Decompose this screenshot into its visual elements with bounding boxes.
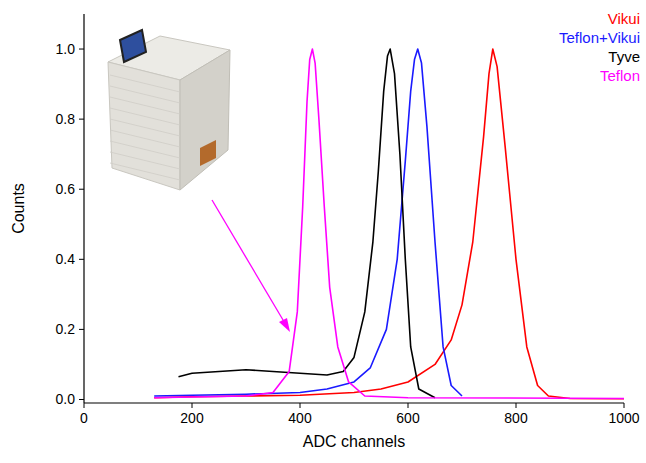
y-tick-label: 0.8: [56, 111, 76, 127]
x-tick: [624, 403, 625, 408]
y-tick-label: 0.0: [56, 391, 76, 407]
chart: 0 200 400 600 800 1000 0.0 0.2 0.4 0.6 0.8 1.0 ADC c…: [0, 0, 646, 463]
cube-stripe: [110, 163, 180, 180]
cube-right: [180, 50, 230, 190]
cube-left: [108, 62, 180, 190]
legend-entry: Vikui: [608, 10, 640, 27]
x-tick: [516, 403, 517, 408]
cube-stripe: [110, 130, 180, 147]
x-axis: [84, 402, 624, 403]
x-tick-label: 800: [504, 410, 528, 426]
legend: Vikui Teflon+Vikui Tyve Teflon: [559, 10, 640, 84]
cube-stripe: [110, 75, 180, 92]
sipm: [120, 30, 146, 62]
inset-bg: [92, 12, 237, 202]
y-tick: [79, 189, 84, 190]
legend-entry: Teflon: [600, 67, 640, 84]
y-axis: [83, 14, 84, 403]
x-tick-label: 400: [288, 410, 312, 426]
arrow: [212, 200, 286, 325]
x-tick: [192, 403, 193, 408]
legend-entry: Tyve: [608, 48, 640, 65]
series-line: [154, 49, 624, 398]
cube-stripe: [110, 108, 180, 125]
x-tick: [300, 403, 301, 408]
y-tick: [79, 49, 84, 50]
x-tick: [408, 403, 409, 408]
y-tick-label: 0.6: [56, 181, 76, 197]
legend-entry: Teflon+Vikui: [559, 29, 640, 46]
y-tick: [79, 259, 84, 260]
y-tick: [79, 329, 84, 330]
series-line: [154, 49, 462, 396]
cube-stripe: [110, 86, 180, 103]
x-axis-title: ADC channels: [303, 433, 405, 450]
pad: [200, 140, 216, 166]
y-tick-label: 0.4: [56, 251, 76, 267]
cube-stripe: [110, 141, 180, 158]
plot-area: [154, 49, 624, 399]
cube-stripe: [110, 97, 180, 114]
y-tick: [79, 399, 84, 400]
x-tick: [84, 403, 85, 408]
y-tick-label: 1.0: [56, 41, 76, 57]
axes: 0 200 400 600 800 1000 0.0 0.2 0.4 0.6 0.8 1.0: [56, 14, 640, 426]
arrow-head: [279, 318, 290, 332]
series-line: [154, 49, 624, 399]
y-axis-title: Counts: [10, 183, 27, 234]
y-tick: [79, 119, 84, 120]
x-tick-label: 1000: [608, 410, 639, 426]
cube-stripe: [110, 152, 180, 169]
inset-photo: [92, 12, 237, 202]
x-tick-label: 600: [396, 410, 420, 426]
x-tick-label: 0: [80, 410, 88, 426]
cube-stripe: [110, 119, 180, 136]
y-tick-label: 0.2: [56, 321, 76, 337]
x-tick-label: 200: [180, 410, 204, 426]
